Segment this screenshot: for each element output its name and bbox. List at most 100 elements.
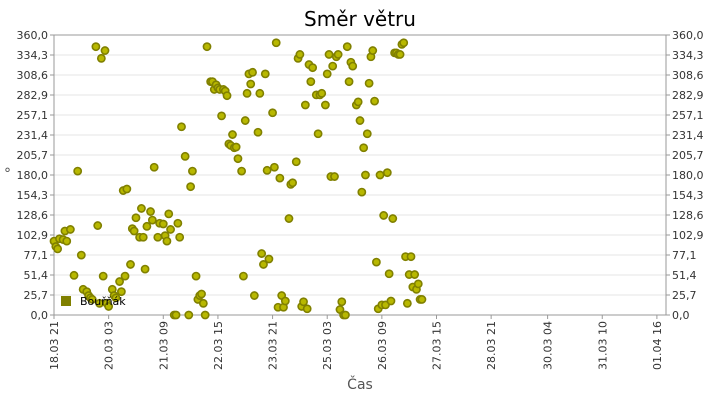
data-points [49,38,427,320]
data-point [140,264,150,274]
data-point [382,168,392,178]
data-point [177,122,186,132]
data-point [237,166,247,176]
y-tick-label: 154,3 [17,189,49,202]
y-tick-label: 154,3 [672,189,704,202]
y-tick-label: 128,6 [672,209,704,222]
data-point [246,79,256,89]
data-point [375,170,385,180]
data-point [328,61,338,71]
data-point [417,295,427,304]
data-point [395,50,405,59]
y-tick-label: 180,0 [672,169,704,182]
data-point [353,97,363,107]
x-axis-label: Čas [347,375,373,393]
data-point [320,100,330,110]
y-tick-label: 334,3 [672,49,704,62]
data-point [91,42,101,52]
x-tick-label: 25.03 03 [321,321,334,370]
data-point [188,166,197,176]
data-point [361,170,370,180]
data-point [384,269,394,279]
y-tick-label: 180,0 [17,169,49,182]
data-point [359,143,369,153]
data-point [87,295,97,304]
data-point [348,61,358,71]
data-point [413,279,423,289]
x-tick-label: 18.03 21 [48,321,61,370]
data-point [291,157,301,167]
data-point [228,130,237,139]
data-point [53,244,63,254]
data-point [184,310,194,320]
data-point [96,53,106,63]
data-point [313,129,323,139]
data-point [166,225,175,234]
data-point [146,207,155,216]
data-point [257,249,267,258]
data-point [337,297,347,307]
data-point [62,236,72,246]
y-tick-label: 334,3 [17,49,49,62]
data-point [259,260,268,269]
data-point [300,100,310,110]
data-point [65,225,75,234]
x-tick-label: 30.03 04 [542,321,555,370]
data-point [73,166,83,176]
data-point [324,50,334,59]
data-point [402,298,412,308]
x-tick-label: 21.03 09 [157,321,170,370]
x-tick-label: 22.03 15 [212,321,225,370]
y-tick-label: 257,1 [17,109,49,122]
data-point [242,88,252,98]
data-point [233,154,243,164]
data-point [333,50,343,59]
data-point [275,173,285,183]
y-tick-label: 231,4 [672,129,704,142]
data-point [175,232,185,242]
data-point [142,221,152,231]
y-tick-label: 102,9 [17,229,49,242]
data-point [255,88,265,98]
data-point [186,182,196,192]
data-point [248,67,257,77]
y-tick-label: 128,6 [17,209,49,222]
data-point [342,42,352,52]
chart-title: Směr větru [304,7,416,31]
data-point [122,184,132,194]
y-tick-label: 25,7 [24,289,49,302]
x-tick-label: 26.03 09 [376,321,389,370]
data-point [341,310,350,320]
data-point [164,209,174,219]
data-point [368,46,378,55]
data-point [317,88,327,98]
data-point [217,111,226,121]
x-tick-label: 28.03 21 [485,321,498,370]
y-tick-label: 77,1 [672,249,697,262]
data-point [76,250,86,260]
y-tick-label: 308,6 [672,69,704,82]
y-tick-label: 205,7 [672,149,704,162]
data-point [322,69,332,79]
data-point [357,187,367,197]
data-point [386,296,396,306]
data-point [93,221,103,230]
data-point [388,214,398,223]
y-tick-label: 282,9 [672,89,704,102]
x-axis: 18.03 21 20.03 03 21.03 09 22.03 15 23.03 21… [48,315,664,370]
data-point [399,38,409,48]
grid-lines [54,34,666,316]
data-point [240,116,250,125]
data-point [406,252,416,262]
data-point [269,162,279,172]
y-tick-label: 205,7 [17,149,49,162]
data-point [280,296,290,306]
y-axis-left: 0,0 25,7 51,4 77,1 102,9 128,6 154,3 180,0 205,7… [17,29,54,322]
y-tick-label: 360,0 [17,29,49,42]
data-point [260,69,270,79]
y-tick-label: 231,4 [17,129,49,142]
y-tick-label: 0,0 [31,309,49,322]
y-tick-label: 51,4 [672,269,697,282]
data-point [370,96,379,106]
